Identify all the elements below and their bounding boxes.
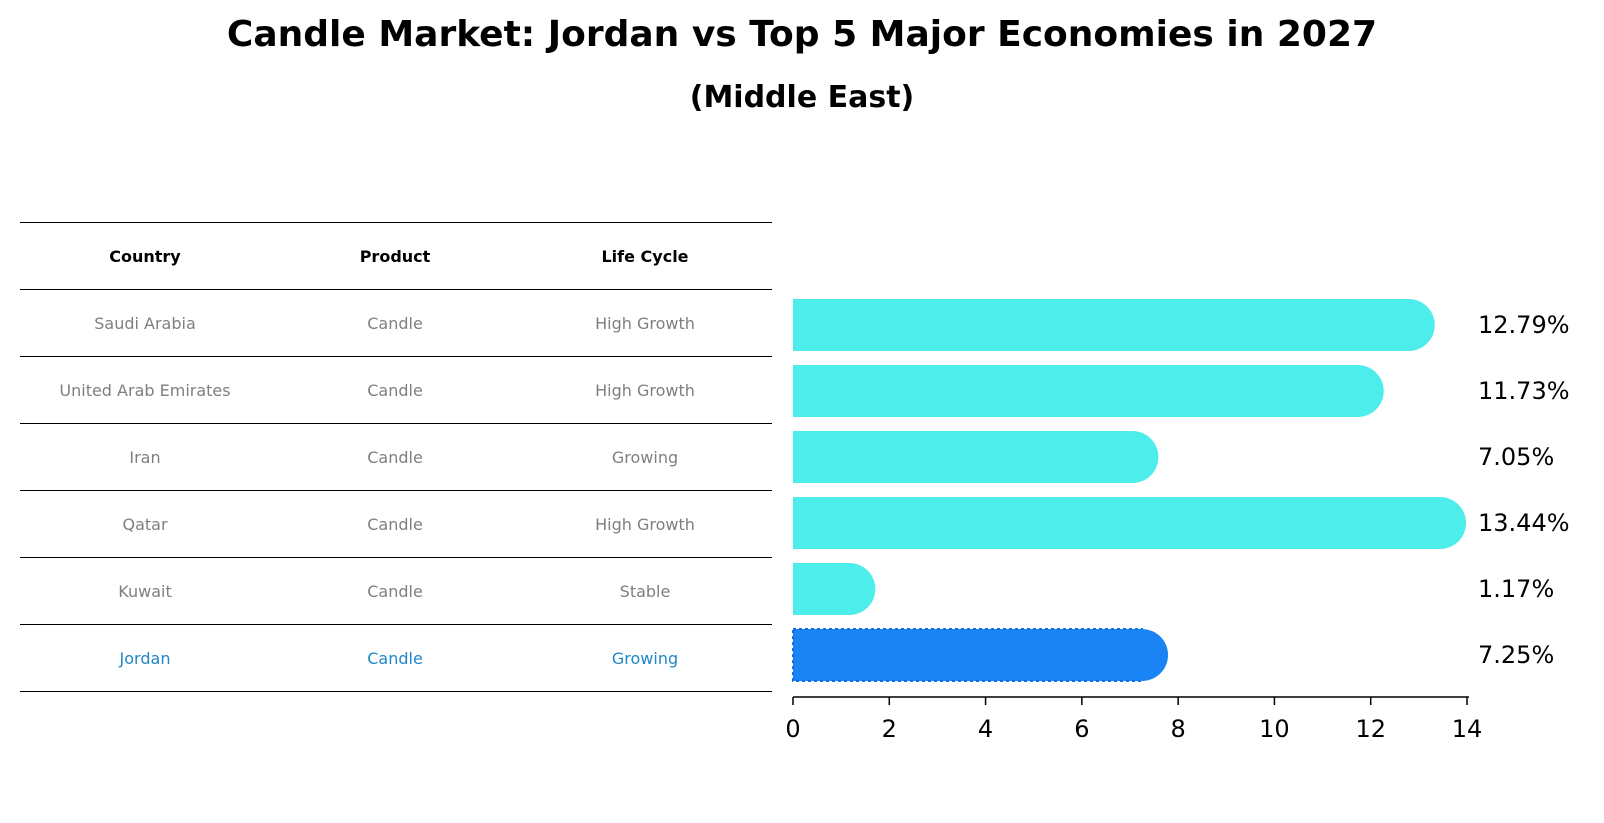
x-tick-label: 0 xyxy=(785,715,800,743)
bar-value-label: 7.25% xyxy=(1478,641,1554,669)
bar-value-label: 12.79% xyxy=(1478,311,1570,339)
data-table: Country Product Life Cycle Saudi Arabia … xyxy=(20,222,772,692)
cell-product: Candle xyxy=(367,514,423,534)
cell-life-cycle: Growing xyxy=(611,648,679,668)
bar-cap xyxy=(1382,299,1435,351)
x-tick-label: 10 xyxy=(1259,715,1290,743)
cell-product: Candle xyxy=(367,313,423,333)
x-tick-label: 14 xyxy=(1452,715,1483,743)
bar-value-label: 7.05% xyxy=(1478,443,1554,471)
table-row: Iran Candle Growing xyxy=(20,423,772,490)
cell-life-cycle: High Growth xyxy=(595,313,695,333)
table-row: Kuwait Candle Stable xyxy=(20,557,772,624)
cell-country: Saudi Arabia xyxy=(94,313,196,333)
table-row: United Arab Emirates Candle High Growth xyxy=(20,356,772,423)
bar-cap xyxy=(823,563,876,615)
table-row: Saudi Arabia Candle High Growth xyxy=(20,289,772,356)
bar-value-label: 11.73% xyxy=(1478,377,1570,405)
x-tick-label: 12 xyxy=(1355,715,1386,743)
cell-country: United Arab Emirates xyxy=(59,380,231,400)
x-tick-label: 4 xyxy=(978,715,993,743)
bar-cap xyxy=(1106,431,1159,483)
bar xyxy=(793,497,1441,549)
x-tick-label: 8 xyxy=(1171,715,1186,743)
cell-life-cycle: High Growth xyxy=(595,514,695,534)
bar-value-label: 13.44% xyxy=(1478,509,1570,537)
header-country: Country xyxy=(109,246,181,266)
cell-product: Candle xyxy=(367,581,423,601)
cell-country: Jordan xyxy=(119,648,171,668)
bar-cap xyxy=(1414,497,1467,549)
cell-country: Kuwait xyxy=(118,581,172,601)
cell-product: Candle xyxy=(367,648,423,668)
chart-title: Candle Market: Jordan vs Top 5 Major Eco… xyxy=(226,14,1378,55)
bar-cap xyxy=(1116,629,1169,681)
bar xyxy=(793,365,1358,417)
cell-life-cycle: High Growth xyxy=(595,380,695,400)
cell-life-cycle: Stable xyxy=(619,581,671,601)
header-life-cycle: Life Cycle xyxy=(601,246,689,266)
bar-value-label: 1.17% xyxy=(1478,575,1554,603)
table-header-row: Country Product Life Cycle xyxy=(20,222,772,289)
x-tick-label: 2 xyxy=(882,715,897,743)
cell-product: Candle xyxy=(367,380,423,400)
cell-product: Candle xyxy=(367,447,423,467)
table-row: Qatar Candle High Growth xyxy=(20,490,772,557)
header-product: Product xyxy=(359,246,431,266)
bar xyxy=(793,299,1409,351)
x-tick-label: 6 xyxy=(1074,715,1089,743)
table-row-highlight: Jordan Candle Growing xyxy=(20,624,772,692)
chart-subtitle: (Middle East) xyxy=(689,80,915,115)
bar xyxy=(793,431,1133,483)
cell-country: Iran xyxy=(129,447,161,467)
bar-cap xyxy=(1331,365,1384,417)
cell-life-cycle: Growing xyxy=(611,447,679,467)
bar xyxy=(792,628,1144,682)
cell-country: Qatar xyxy=(122,514,168,534)
